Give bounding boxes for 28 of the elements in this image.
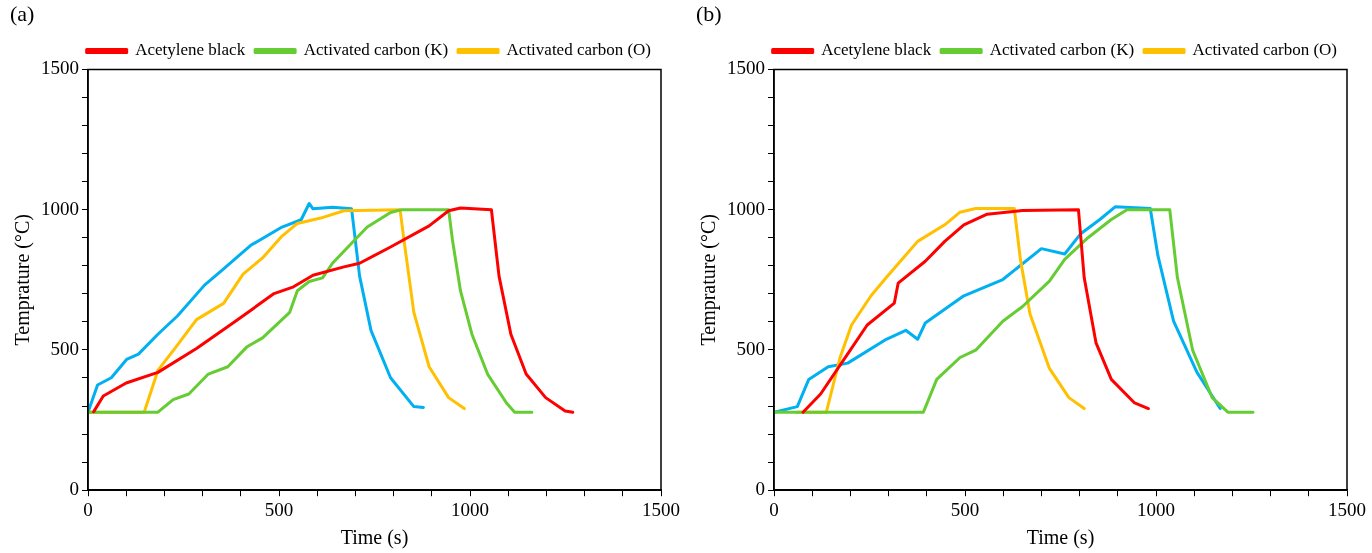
x-axis-title: Time (s) [1026, 526, 1095, 550]
y-tick-label: 500 [50, 337, 79, 359]
chart-title: (a) [10, 0, 35, 26]
y-tick-label: 1000 [41, 197, 79, 219]
y-tick-label: 0 [755, 478, 765, 500]
x-tick-label: 0 [769, 498, 779, 520]
x-tick-label: 500 [950, 498, 980, 520]
x-tick-label: 0 [83, 498, 93, 520]
legend-label: Activated carbon (K) [303, 40, 449, 60]
y-tick-label: 500 [736, 337, 765, 359]
legend-label: Activated carbon (O) [1192, 40, 1337, 60]
x-tick-label: 1000 [451, 498, 489, 520]
x-tick-label: 500 [264, 498, 294, 520]
y-axis-title: Temprature (°C) [11, 214, 35, 346]
legend-label: Activated carbon (K) [989, 40, 1135, 60]
x-tick-label: 1000 [1137, 498, 1175, 520]
y-tick-label: 1500 [727, 57, 765, 79]
legend-label: Acetylene black [135, 40, 246, 60]
y-axis-title: Temprature (°C) [697, 214, 721, 346]
legend-label: Activated carbon (O) [506, 40, 651, 60]
chart-title: (b) [696, 0, 722, 26]
legend-label: Acetylene black [821, 40, 932, 60]
y-tick-label: 0 [69, 478, 79, 500]
y-tick-label: 1500 [41, 57, 79, 79]
y-tick-label: 1000 [727, 197, 765, 219]
x-tick-label: 1500 [642, 498, 680, 520]
x-axis-title: Time (s) [340, 526, 409, 550]
x-tick-label: 1500 [1328, 498, 1366, 520]
